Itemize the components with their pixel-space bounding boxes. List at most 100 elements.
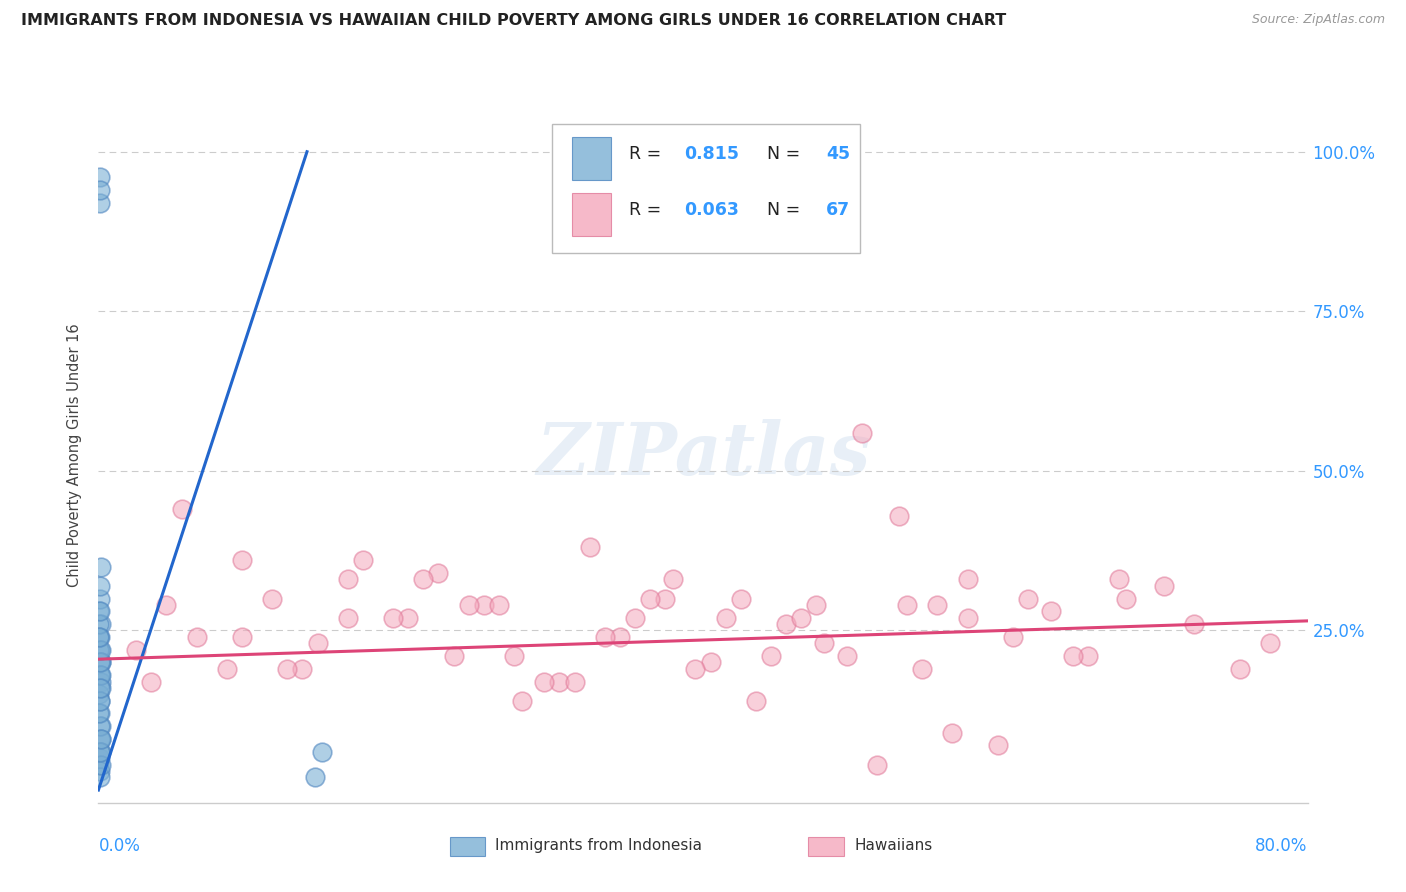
Point bbox=[304, 770, 326, 784]
Point bbox=[90, 668, 112, 682]
Point bbox=[89, 579, 111, 593]
Point bbox=[1077, 648, 1099, 663]
Point bbox=[911, 662, 934, 676]
Point bbox=[941, 725, 963, 739]
Point bbox=[90, 656, 112, 670]
Point bbox=[89, 745, 111, 759]
Point bbox=[896, 598, 918, 612]
Point bbox=[624, 610, 647, 624]
Point bbox=[89, 604, 111, 618]
Point bbox=[90, 731, 112, 746]
Point bbox=[1001, 630, 1024, 644]
Point bbox=[155, 598, 177, 612]
Point bbox=[89, 706, 111, 721]
Point bbox=[699, 656, 721, 670]
Point bbox=[215, 662, 238, 676]
Point bbox=[231, 630, 253, 644]
Point bbox=[90, 617, 112, 632]
Point bbox=[510, 694, 533, 708]
Point bbox=[593, 630, 616, 644]
Point bbox=[396, 610, 419, 624]
FancyBboxPatch shape bbox=[572, 193, 612, 235]
Point bbox=[1115, 591, 1137, 606]
Point bbox=[90, 656, 112, 670]
Point bbox=[89, 656, 111, 670]
Point bbox=[90, 681, 112, 695]
Point bbox=[186, 630, 208, 644]
Point bbox=[141, 674, 163, 689]
Point bbox=[564, 674, 586, 689]
Point bbox=[578, 541, 600, 555]
Point bbox=[488, 598, 510, 612]
Point bbox=[90, 642, 112, 657]
Point bbox=[170, 502, 193, 516]
Point bbox=[89, 731, 111, 746]
Point bbox=[89, 694, 111, 708]
Point bbox=[1062, 648, 1084, 663]
Point bbox=[89, 770, 111, 784]
Point bbox=[89, 630, 111, 644]
Point bbox=[89, 681, 111, 695]
Point bbox=[89, 591, 111, 606]
Point bbox=[654, 591, 676, 606]
Point bbox=[1017, 591, 1039, 606]
Text: R =: R = bbox=[630, 201, 666, 219]
Point bbox=[89, 617, 111, 632]
Point bbox=[443, 648, 465, 663]
Point bbox=[730, 591, 752, 606]
Point bbox=[90, 674, 112, 689]
Text: Immigrants from Indonesia: Immigrants from Indonesia bbox=[495, 838, 702, 853]
Point bbox=[775, 617, 797, 632]
Point bbox=[1229, 662, 1251, 676]
Point bbox=[956, 610, 979, 624]
Point bbox=[745, 694, 768, 708]
Text: 0.815: 0.815 bbox=[683, 145, 738, 163]
Text: R =: R = bbox=[630, 145, 666, 163]
Point bbox=[1108, 573, 1130, 587]
Point bbox=[89, 630, 111, 644]
Point bbox=[89, 745, 111, 759]
Point bbox=[806, 598, 828, 612]
Point bbox=[262, 591, 284, 606]
Point bbox=[90, 757, 112, 772]
Point bbox=[412, 573, 434, 587]
Point bbox=[89, 642, 111, 657]
Point bbox=[1153, 579, 1175, 593]
Point bbox=[382, 610, 405, 624]
Point bbox=[307, 636, 329, 650]
Point bbox=[866, 757, 889, 772]
Point bbox=[1039, 604, 1062, 618]
Point bbox=[90, 719, 112, 733]
FancyBboxPatch shape bbox=[553, 125, 860, 253]
Point bbox=[457, 598, 479, 612]
Point bbox=[90, 559, 112, 574]
Text: 67: 67 bbox=[827, 201, 851, 219]
Text: Hawaiians: Hawaiians bbox=[855, 838, 934, 853]
Point bbox=[89, 170, 111, 185]
Point bbox=[89, 195, 111, 210]
Point bbox=[889, 508, 911, 523]
Text: 0.0%: 0.0% bbox=[98, 837, 141, 855]
Point bbox=[89, 757, 111, 772]
Point bbox=[89, 604, 111, 618]
Point bbox=[276, 662, 298, 676]
Point bbox=[89, 751, 111, 765]
Point bbox=[813, 636, 835, 650]
Point bbox=[90, 731, 112, 746]
Text: Source: ZipAtlas.com: Source: ZipAtlas.com bbox=[1251, 13, 1385, 27]
Point bbox=[89, 630, 111, 644]
Y-axis label: Child Poverty Among Girls Under 16: Child Poverty Among Girls Under 16 bbox=[67, 323, 83, 587]
Point bbox=[759, 648, 782, 663]
Text: N =: N = bbox=[756, 145, 806, 163]
Point bbox=[1182, 617, 1205, 632]
Text: N =: N = bbox=[756, 201, 806, 219]
Point bbox=[638, 591, 661, 606]
Point bbox=[89, 706, 111, 721]
Point bbox=[662, 573, 685, 587]
Point bbox=[352, 553, 374, 567]
Point bbox=[835, 648, 858, 663]
Text: ZIPatlas: ZIPatlas bbox=[536, 419, 870, 491]
Point bbox=[790, 610, 813, 624]
Point bbox=[89, 687, 111, 701]
Point bbox=[89, 668, 111, 682]
